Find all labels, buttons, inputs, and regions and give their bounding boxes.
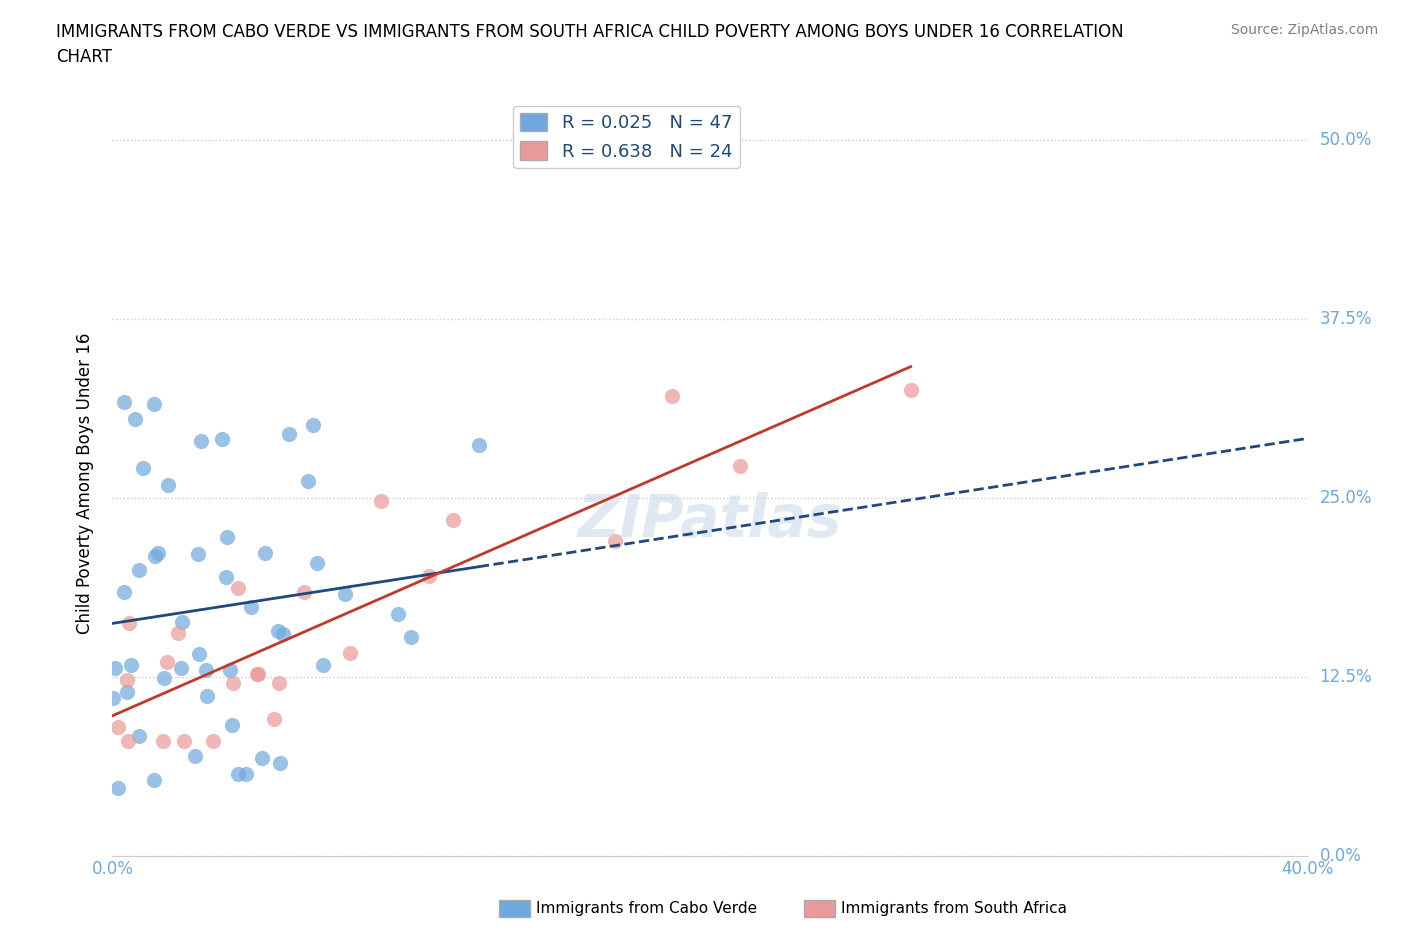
Text: Source: ZipAtlas.com: Source: ZipAtlas.com — [1230, 23, 1378, 37]
Point — [661, 389, 683, 404]
Text: 0.0%: 0.0% — [1320, 846, 1361, 865]
Point — [215, 570, 238, 585]
Point — [128, 563, 150, 578]
Point — [112, 585, 135, 600]
Point — [219, 662, 242, 677]
Text: 25.0%: 25.0% — [1320, 489, 1372, 507]
Text: IMMIGRANTS FROM CABO VERDE VS IMMIGRANTS FROM SOUTH AFRICA CHILD POVERTY AMONG B: IMMIGRANTS FROM CABO VERDE VS IMMIGRANTS… — [56, 23, 1123, 41]
Point — [269, 755, 291, 770]
Point — [128, 729, 150, 744]
Point — [235, 767, 257, 782]
Point — [157, 478, 180, 493]
Point — [124, 411, 146, 426]
Point — [294, 585, 316, 600]
Point — [246, 666, 269, 681]
Point — [222, 675, 245, 690]
Legend: R = 0.025   N = 47, R = 0.638   N = 24: R = 0.025 N = 47, R = 0.638 N = 24 — [513, 106, 740, 168]
Point — [370, 494, 392, 509]
Point — [184, 749, 207, 764]
Text: Immigrants from South Africa: Immigrants from South Africa — [841, 901, 1067, 916]
Point — [153, 671, 176, 685]
Point — [172, 615, 194, 630]
Point — [173, 734, 195, 749]
Point — [169, 660, 191, 675]
Text: Immigrants from Cabo Verde: Immigrants from Cabo Verde — [536, 901, 756, 916]
Point — [104, 660, 127, 675]
Point — [187, 547, 209, 562]
Point — [239, 600, 262, 615]
Point — [117, 734, 139, 749]
Point — [132, 460, 155, 475]
Point — [728, 458, 751, 473]
Point — [605, 534, 627, 549]
Point — [246, 667, 269, 682]
Point — [267, 675, 290, 690]
Point — [339, 645, 361, 660]
Point — [468, 438, 491, 453]
Point — [120, 658, 142, 672]
Point — [187, 647, 209, 662]
Point — [201, 734, 224, 749]
Point — [418, 568, 440, 583]
Point — [266, 624, 288, 639]
Point — [107, 720, 129, 735]
Point — [297, 473, 319, 488]
Point — [195, 688, 218, 703]
Point — [254, 545, 277, 560]
Point — [166, 626, 188, 641]
Point — [143, 549, 166, 564]
Text: 50.0%: 50.0% — [1320, 131, 1372, 149]
Point — [194, 663, 217, 678]
Point — [101, 690, 124, 705]
Y-axis label: Child Poverty Among Boys Under 16: Child Poverty Among Boys Under 16 — [76, 333, 94, 634]
Point — [118, 616, 141, 631]
Point — [190, 434, 212, 449]
Point — [115, 685, 138, 700]
Point — [301, 418, 323, 432]
Point — [263, 711, 285, 726]
Point — [228, 580, 250, 595]
Point — [271, 627, 294, 642]
Point — [399, 630, 422, 644]
Text: 37.5%: 37.5% — [1320, 310, 1372, 328]
Text: ZIPatlas: ZIPatlas — [578, 492, 842, 550]
Point — [156, 655, 179, 670]
Point — [115, 672, 138, 687]
Point — [107, 780, 129, 795]
Point — [277, 426, 299, 441]
Text: CHART: CHART — [56, 48, 112, 66]
Point — [221, 718, 243, 733]
Point — [217, 529, 239, 544]
Point — [252, 751, 274, 765]
Text: 12.5%: 12.5% — [1320, 668, 1372, 685]
Point — [112, 394, 135, 409]
Point — [143, 396, 166, 411]
Point — [441, 512, 464, 527]
Point — [226, 766, 249, 781]
Point — [900, 382, 922, 397]
Point — [148, 546, 170, 561]
Point — [142, 773, 165, 788]
Point — [333, 587, 356, 602]
Point — [305, 555, 328, 570]
Point — [312, 658, 335, 672]
Point — [211, 432, 233, 446]
Point — [387, 606, 409, 621]
Point — [152, 734, 174, 749]
